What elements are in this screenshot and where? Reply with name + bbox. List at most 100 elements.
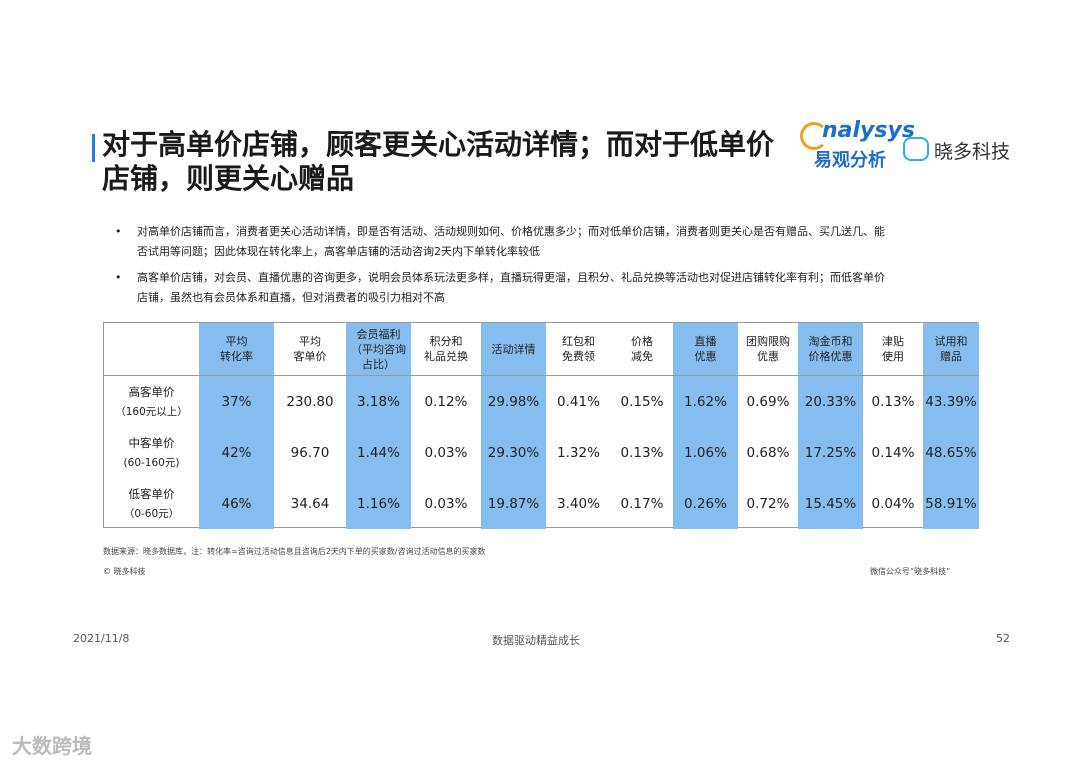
bullet: • 高客单价店铺，对会员、直播优惠的咨询更多，说明会员体系玩法更多样，直播玩得更溜… <box>115 268 985 308</box>
column-header: 平均 客单价 <box>274 323 346 376</box>
header-line: （平均咨询 <box>351 342 406 356</box>
header-line: 使用 <box>882 350 904 363</box>
header-line: 价格 <box>631 335 653 348</box>
logo-ring <box>800 122 828 150</box>
column-header: 积分和 礼品兑换 <box>411 323 481 376</box>
table: 平均 转化率 37% 42% 46% 平均 客单价 230.80 96.70 34.64 会员福利（… <box>103 322 979 529</box>
column-header: 会员福利 （平均咨询 占比） <box>346 323 411 376</box>
table-cell: 0.03% <box>424 444 468 461</box>
row-label-line: 低客单价 <box>128 486 175 501</box>
row-label: 中客单价 (60-160元) <box>104 427 199 478</box>
watermark: 大数跨境 <box>12 734 92 758</box>
table-cell: 19.87% <box>481 478 546 529</box>
header-line: 团购限购 <box>746 335 790 348</box>
table-cell: 17.25% <box>798 427 863 478</box>
header-line: 占比） <box>362 357 395 371</box>
row-label-line: (60-160元) <box>123 456 180 469</box>
table-cell: 0.15% <box>620 393 664 410</box>
bullet-dot: • <box>115 225 122 238</box>
header-line: 会员福利 <box>356 327 401 341</box>
table-cell: 96.70 <box>290 444 330 461</box>
footer-date: 2021/11/8 <box>73 632 130 645</box>
header-line: 红包和 <box>562 335 595 348</box>
table-cell: 0.13% <box>871 393 915 410</box>
xiaoduo-logo: 晓多科技 <box>934 141 1011 163</box>
table-cell: 0.13% <box>620 444 664 461</box>
bullet-text: 高客单价店铺，对会员、直播优惠的咨询更多，说明会员体系玩法更多样，直播玩得更溜，… <box>137 268 985 308</box>
table-cell: 0.12% <box>424 393 468 410</box>
header-line: 减免 <box>631 350 653 363</box>
analysys-logo: nalysys 易观分析 <box>800 118 915 174</box>
header-line: 直播 <box>694 335 717 348</box>
page-number: 52 <box>996 632 1010 645</box>
table-cell: 58.91% <box>923 478 979 529</box>
table-cell: 29.98% <box>481 376 546 427</box>
header-line: 平均 <box>225 335 248 348</box>
header-line: 津贴 <box>882 335 904 348</box>
title-line: 店铺，则更关心赠品 <box>102 162 355 195</box>
table-cell: 46% <box>199 478 274 529</box>
bullet-line: 高客单价店铺，对会员、直播优惠的咨询更多，说明会员体系玩法更多样，直播玩得更溜，… <box>137 271 885 284</box>
table-cell: 0.03% <box>424 495 468 512</box>
column-header: 价格 减免 <box>611 323 673 376</box>
table-cell: 1.44% <box>346 427 411 478</box>
header-line: 积分和 <box>429 335 463 348</box>
logo-text: nalysys <box>822 118 915 143</box>
header-line: 客单价 <box>293 350 327 363</box>
table-cell: 42% <box>199 427 274 478</box>
title-line: 对于高单价店铺，顾客更关心活动详情；而对于低单价 <box>102 128 775 161</box>
bullet: • 对高单价店铺而言，消费者更关心活动详情，即是否有活动、活动规则如何、价格优惠多… <box>115 222 985 262</box>
table-cell: 0.69% <box>746 393 790 410</box>
row-label: 低客单价 （0-60元） <box>104 478 199 529</box>
wechat-note: 微信公众号“晓多科技” <box>870 567 951 576</box>
header-line: 试用和 <box>934 335 968 348</box>
header-line: 免费领 <box>562 350 595 363</box>
bullet-text: 对高单价店铺而言，消费者更关心活动详情，即是否有活动、活动规则如何、价格优惠多少… <box>137 222 985 262</box>
footer-slogan: 数据驱动精益成长 <box>492 634 580 647</box>
header-line: 优惠 <box>757 350 779 363</box>
table-cell: 37% <box>199 376 274 427</box>
header-line: 价格优惠 <box>808 350 853 363</box>
table-cell: 3.40% <box>557 495 600 512</box>
table-cell: 1.32% <box>557 444 600 461</box>
table-cell: 0.04% <box>871 495 915 512</box>
row-label-line: 中客单价 <box>128 435 175 450</box>
title: 对于高单价店铺，顾客更关心活动详情；而对于低单价 店铺，则更关心赠品 <box>102 128 774 196</box>
corner-cell <box>104 323 199 376</box>
bullet-line: 否试用等问题；因此体现在转化率上，高客单店铺的活动咨询2天内下单转化率较低 <box>137 245 540 258</box>
source-note: 数据来源：晓多数据库，注：转化率=咨询过活动信息且咨询后2天内下单的买家数/咨询… <box>103 547 486 556</box>
table-cell: 43.39% <box>923 376 979 427</box>
table-cell: 48.65% <box>923 427 979 478</box>
column-header: 团购限购 优惠 <box>738 323 798 376</box>
column-header: 活动详情 <box>481 323 546 376</box>
copyright: © 晓多科技 <box>103 567 146 576</box>
title-accent <box>92 134 95 162</box>
column-header: 淘金币和 价格优惠 <box>798 323 863 376</box>
xiaoduo-icon <box>903 137 929 161</box>
table-cell: 15.45% <box>798 478 863 529</box>
table-cell: 0.17% <box>620 495 664 512</box>
row-label: 高客单价 （160元以上） <box>104 376 199 427</box>
header-line: 淘金币和 <box>808 335 853 348</box>
column-header: 津贴 使用 <box>863 323 923 376</box>
table-cell: 1.06% <box>673 427 738 478</box>
row-label-line: 高客单价 <box>128 384 175 399</box>
row-label-line: （0-60元） <box>123 507 180 520</box>
header-line: 活动详情 <box>491 342 536 356</box>
bullet-dot: • <box>115 271 122 284</box>
column-header: 平均 转化率 <box>199 323 274 376</box>
table-cell: 1.16% <box>346 478 411 529</box>
table-cell: 20.33% <box>798 376 863 427</box>
table-cell: 0.26% <box>673 478 738 529</box>
logo-text-cn: 易观分析 <box>814 150 886 171</box>
table-cell: 230.80 <box>286 393 334 410</box>
table-cell: 0.72% <box>746 495 790 512</box>
header-line: 转化率 <box>220 350 253 363</box>
bullet-line: 对高单价店铺而言，消费者更关心活动详情，即是否有活动、活动规则如何、价格优惠多少… <box>137 225 885 238</box>
table-cell: 0.68% <box>746 444 790 461</box>
table-cell: 0.14% <box>871 444 915 461</box>
header-line: 优惠 <box>694 350 717 363</box>
bullet-line: 店铺，虽然也有会员体系和直播，但对消费者的吸引力相对不高 <box>137 291 445 304</box>
table-cell: 0.41% <box>557 393 600 410</box>
